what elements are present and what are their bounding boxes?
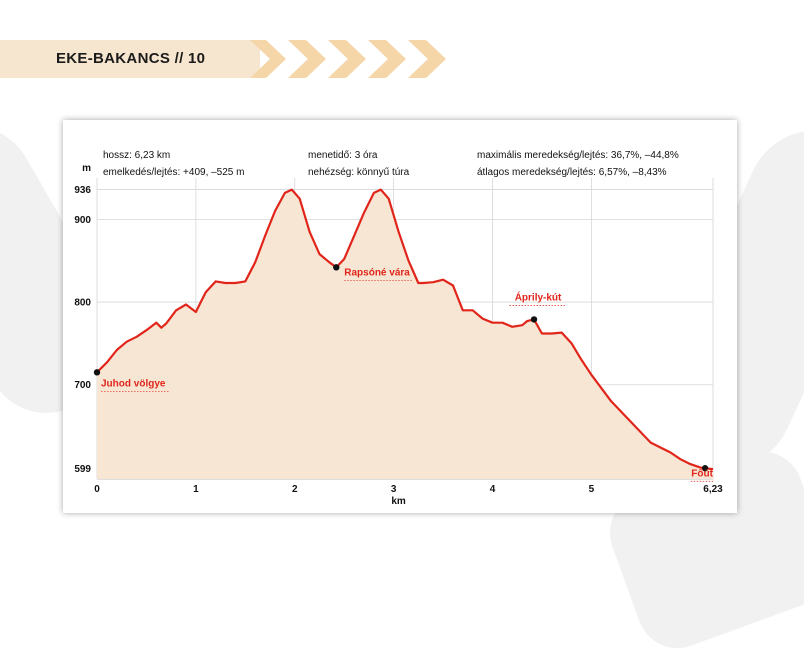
chevron-icon xyxy=(328,40,366,78)
landmark-label: Rapsóné vára xyxy=(344,267,410,278)
x-tick-label: 6,23 xyxy=(703,484,723,495)
y-tick-label: 700 xyxy=(74,380,91,391)
elevation-area xyxy=(97,189,713,479)
header-band xyxy=(0,40,260,78)
landmark-label: Áprily-kút xyxy=(515,290,562,303)
x-tick-label: 0 xyxy=(94,484,100,495)
y-axis-label: m xyxy=(82,163,91,174)
page-title: EKE-BAKANCS // 10 xyxy=(56,50,206,67)
chevron-icon xyxy=(250,40,286,78)
elevation-line xyxy=(96,188,714,471)
landmark-point xyxy=(93,369,101,376)
info-length: hossz: 6,23 km xyxy=(103,150,171,161)
x-tick-label: 2 xyxy=(292,484,298,495)
info-max-slope: maximális meredekség/lejtés: 36,7%, –44,… xyxy=(477,150,679,161)
chevron-icon xyxy=(408,40,446,78)
chevron-icon xyxy=(288,40,326,78)
landmark-label: Juhod völgye xyxy=(101,378,166,389)
chevron-icon xyxy=(368,40,406,78)
y-tick-label: 900 xyxy=(74,215,91,226)
landmark-label: Főút xyxy=(691,468,713,479)
info-time: menetidő: 3 óra xyxy=(308,150,378,161)
landmark-point xyxy=(530,316,538,323)
info-elevation: emelkedés/lejtés: +409, –525 m xyxy=(103,167,245,178)
x-tick-label: 5 xyxy=(589,484,595,495)
elevation-chart-card: hossz: 6,23 km emelkedés/lejtés: +409, –… xyxy=(63,120,737,513)
x-tick-label: 3 xyxy=(391,484,397,495)
x-tick-label: 1 xyxy=(193,484,199,495)
x-axis-label: km xyxy=(391,496,406,507)
elevation-chart: 599 700 800 900 936 0 1 2 3 4 5 6,23 m km Juhod völgy… xyxy=(74,163,723,507)
x-tick-label: 4 xyxy=(490,484,496,495)
landmark-point xyxy=(333,264,340,271)
info-avg-slope: átlagos meredekség/lejtés: 6,57%, –8,43% xyxy=(477,167,667,178)
chevron-decoration xyxy=(250,40,446,78)
landmark-point xyxy=(701,465,709,472)
y-tick-label: 936 xyxy=(74,185,91,196)
y-tick-label: 800 xyxy=(74,298,91,309)
info-difficulty: nehézség: könnyű túra xyxy=(308,167,410,178)
y-tick-label: 599 xyxy=(74,464,91,475)
